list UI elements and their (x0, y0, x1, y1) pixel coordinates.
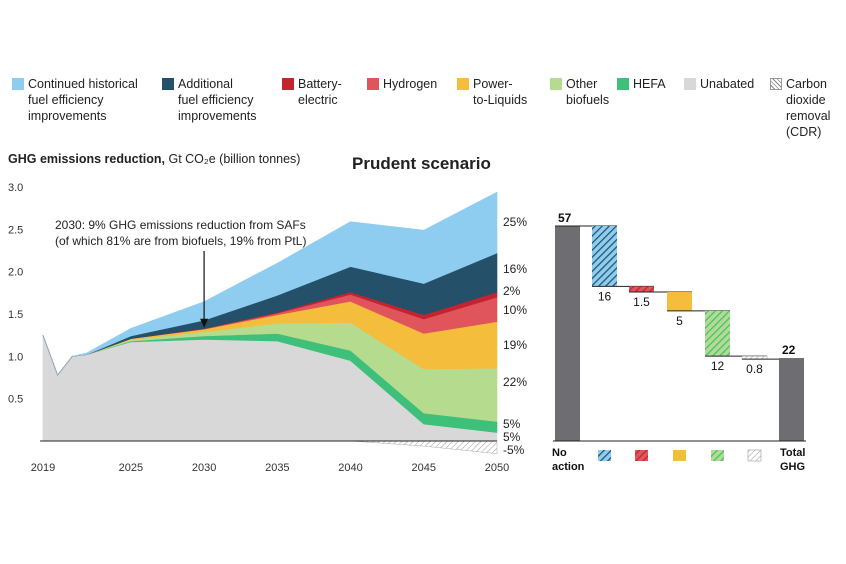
annotation-line-2: (of which 81% are from biofuels, 19% fro… (55, 234, 306, 248)
hatched-swatch-icon (770, 78, 782, 90)
legend-label: HEFA (633, 77, 666, 91)
waterfall-value-label: 0.8 (746, 362, 763, 376)
waterfall-key-swatch (673, 450, 686, 461)
legend-item-unabated: Unabated (684, 76, 754, 92)
legend-label: Unabated (700, 77, 755, 91)
legend-item-hefa: HEFA (617, 76, 666, 92)
share-label: 5% (503, 417, 521, 431)
share-label: -5% (503, 443, 525, 457)
legend-item-battery: Battery- electric (282, 76, 342, 108)
category-label-no-action: No (552, 447, 567, 459)
legend-label: Battery- electric (298, 77, 342, 107)
x-tick-label: 2035 (265, 462, 289, 474)
waterfall-bar (629, 286, 654, 293)
category-label-total-ghg: Total (780, 447, 805, 459)
annotation-arrowhead (200, 318, 209, 328)
waterfall-bar (779, 358, 804, 441)
waterfall-bar (705, 310, 730, 357)
legend-item-additional: Additional fuel efficiency improvements (162, 76, 257, 124)
x-tick-label: 2040 (338, 462, 362, 474)
legend-label: Power- to-Liquids (473, 77, 528, 107)
legend-item-biofuels: Other biofuels (550, 76, 609, 108)
y-tick-label: 3.0 (8, 182, 23, 194)
area-series-continued (42, 191, 498, 376)
area-chart: 0.5 1.0 1.5 2.0 2.5 3.0 2019 2025 2030 2035 2040 20… (8, 182, 527, 474)
share-label: 25% (503, 215, 527, 229)
area-chart-title: GHG emissions reduction, Gt CO₂e (billio… (8, 152, 300, 166)
y-tick-label: 1.5 (8, 309, 23, 321)
share-label: 5% (503, 430, 521, 444)
y-tick-label: 1.0 (8, 351, 23, 363)
waterfall-value-label: 22 (782, 343, 796, 357)
scenario-title: Prudent scenario (352, 154, 491, 173)
legend: Continued historical fuel efficiency imp… (12, 76, 836, 146)
color-swatch-icon (684, 78, 696, 90)
waterfall-value-label: 16 (598, 289, 612, 303)
legend-item-continued: Continued historical fuel efficiency imp… (12, 76, 138, 124)
area-cdr (350, 440, 498, 454)
color-swatch-icon (617, 78, 629, 90)
waterfall-bar (592, 226, 617, 287)
waterfall-value-label: 1.5 (633, 295, 650, 309)
legend-item-cdr: Carbon dioxide removal (CDR) (770, 76, 830, 140)
waterfall-key-swatch (598, 450, 611, 461)
legend-label: Continued historical fuel efficiency imp… (28, 77, 138, 123)
share-label: 16% (503, 262, 527, 276)
x-tick-label: 2025 (119, 462, 143, 474)
y-tick-label: 2.5 (8, 224, 23, 236)
waterfall-value-label: 57 (558, 211, 572, 225)
y-tick-label: 2.0 (8, 267, 23, 279)
area-chart-title-bold: GHG emissions reduction, (8, 152, 165, 166)
legend-item-hydrogen: Hydrogen (367, 76, 437, 92)
legend-label: Carbon dioxide removal (CDR) (786, 77, 831, 139)
x-tick-label: 2050 (485, 462, 509, 474)
category-label-total-ghg: GHG (780, 461, 805, 473)
waterfall-key-swatch (711, 450, 724, 461)
color-swatch-icon (12, 78, 24, 90)
waterfall-key-swatch (635, 450, 648, 461)
legend-label: Hydrogen (383, 77, 438, 91)
category-label-no-action: action (552, 461, 585, 473)
legend-label: Additional fuel efficiency improvements (178, 77, 257, 123)
y-tick-label: 0.5 (8, 394, 23, 406)
x-tick-label: 2045 (412, 462, 436, 474)
waterfall-bar (555, 226, 580, 441)
color-swatch-icon (457, 78, 469, 90)
color-swatch-icon (367, 78, 379, 90)
x-tick-label: 2019 (31, 462, 55, 474)
legend-item-ptl: Power- to-Liquids (457, 76, 527, 108)
x-tick-label: 2030 (192, 462, 216, 474)
share-label: 19% (503, 338, 527, 352)
annotation-line-1: 2030: 9% GHG emissions reduction from SA… (55, 218, 306, 232)
share-label: 2% (503, 284, 521, 298)
waterfall-value-label: 12 (711, 359, 725, 373)
color-swatch-icon (162, 78, 174, 90)
waterfall-chart: 57 16 1.5 5 12 0.8 22 No action Total GHG (552, 211, 806, 473)
color-swatch-icon (282, 78, 294, 90)
waterfall-value-label: 5 (676, 314, 683, 328)
waterfall-bar (667, 292, 692, 311)
area-chart-title-unit: Gt CO₂e (billion tonnes) (168, 152, 301, 166)
legend-label: Other biofuels (566, 77, 610, 107)
waterfall-key-swatch (747, 449, 762, 462)
color-swatch-icon (550, 78, 562, 90)
share-label: 10% (503, 303, 527, 317)
share-label: 22% (503, 375, 527, 389)
